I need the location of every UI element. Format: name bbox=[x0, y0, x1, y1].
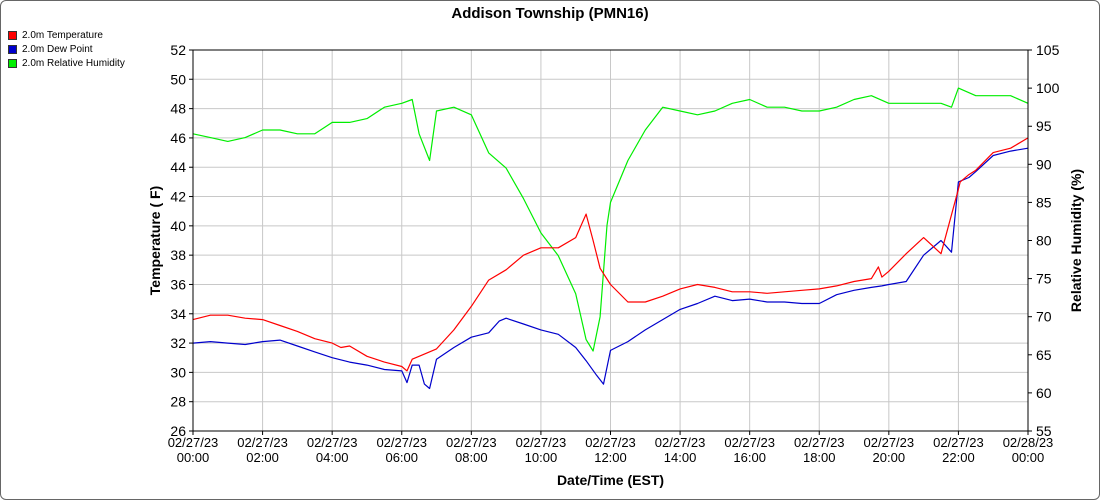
y2-tick-label: 80 bbox=[1036, 233, 1052, 249]
legend-label-relative-humidity: 2.0m Relative Humidity bbox=[22, 57, 125, 69]
y-tick-label: 46 bbox=[170, 130, 186, 146]
y-tick-label: 42 bbox=[170, 189, 186, 205]
y2-tick-label: 75 bbox=[1036, 271, 1052, 287]
legend-item-temperature: 2.0m Temperature bbox=[8, 28, 125, 42]
legend-swatch-dew-point bbox=[8, 44, 17, 54]
y2-tick-label: 105 bbox=[1036, 42, 1060, 58]
x-tick-date: 02/27/23 bbox=[724, 435, 775, 450]
y2-tick-label: 90 bbox=[1036, 156, 1052, 172]
legend-item-dew-point: 2.0m Dew Point bbox=[8, 42, 125, 56]
series-line-dew-point bbox=[192, 147, 1029, 390]
y-axis-label: Temperature ( F) bbox=[147, 186, 163, 295]
y-tick-label: 30 bbox=[170, 364, 186, 380]
x-tick-date: 02/27/23 bbox=[933, 435, 984, 450]
legend-swatch-temperature bbox=[8, 30, 17, 40]
legend-label-dew-point: 2.0m Dew Point bbox=[22, 43, 93, 55]
x-axis-label: Date/Time (EST) bbox=[557, 472, 664, 488]
y-tick-label: 52 bbox=[170, 42, 186, 58]
y2-axis-label: Relative Humidity (%) bbox=[1068, 169, 1084, 312]
x-tick-date: 02/27/23 bbox=[307, 435, 358, 450]
x-tick-date: 02/27/23 bbox=[376, 435, 427, 450]
y2-tick-label: 70 bbox=[1036, 309, 1052, 325]
x-tick-time: 12:00 bbox=[594, 450, 627, 465]
x-tick-time: 22:00 bbox=[942, 450, 975, 465]
y2-tick-label: 95 bbox=[1036, 118, 1052, 134]
x-tick-time: 00:00 bbox=[177, 450, 210, 465]
x-tick-time: 16:00 bbox=[733, 450, 766, 465]
x-tick-date: 02/27/23 bbox=[168, 435, 219, 450]
x-tick-time: 18:00 bbox=[803, 450, 836, 465]
y-tick-label: 40 bbox=[170, 218, 186, 234]
x-tick-time: 14:00 bbox=[664, 450, 697, 465]
x-tick-date: 02/27/23 bbox=[446, 435, 497, 450]
x-tick-date: 02/27/23 bbox=[516, 435, 567, 450]
y-tick-label: 34 bbox=[170, 306, 186, 322]
series-line-temperature bbox=[192, 137, 1029, 372]
axes: 26 28 30 32 34 36 38 40 42 44 46 48 50 52 55 60 65 70 75 80… bbox=[168, 42, 1060, 465]
x-tick-time: 06:00 bbox=[385, 450, 418, 465]
x-tick-date: 02/27/23 bbox=[794, 435, 845, 450]
series-layer bbox=[192, 87, 1029, 390]
y2-tick-label: 60 bbox=[1036, 385, 1052, 401]
y2-tick-label: 55 bbox=[1036, 423, 1052, 439]
x-tick-date: 02/27/23 bbox=[864, 435, 915, 450]
y-tick-label: 38 bbox=[170, 247, 186, 263]
chart-title: Addison Township (PMN16) bbox=[451, 5, 649, 22]
legend-item-relative-humidity: 2.0m Relative Humidity bbox=[8, 56, 125, 70]
series-line-relative-humidity bbox=[192, 87, 1029, 352]
x-tick-date: 02/27/23 bbox=[585, 435, 636, 450]
legend-label-temperature: 2.0m Temperature bbox=[22, 29, 103, 41]
x-tick-time: 00:00 bbox=[1012, 450, 1045, 465]
x-tick-time: 10:00 bbox=[525, 450, 558, 465]
y-tick-label: 48 bbox=[170, 101, 186, 117]
x-tick-time: 04:00 bbox=[316, 450, 349, 465]
y-tick-label: 36 bbox=[170, 276, 186, 292]
legend: 2.0m Temperature 2.0m Dew Point 2.0m Rel… bbox=[8, 28, 125, 70]
x-tick-time: 20:00 bbox=[873, 450, 906, 465]
grid bbox=[192, 49, 1029, 432]
y-tick-label: 26 bbox=[170, 423, 186, 439]
y-tick-label: 28 bbox=[170, 394, 186, 410]
legend-swatch-relative-humidity bbox=[8, 58, 17, 68]
x-tick-date: 02/28/23 bbox=[1003, 435, 1054, 450]
y-tick-label: 50 bbox=[170, 71, 186, 87]
y2-tick-label: 85 bbox=[1036, 194, 1052, 210]
x-tick-time: 02:00 bbox=[246, 450, 279, 465]
x-tick-time: 08:00 bbox=[455, 450, 488, 465]
y-tick-label: 44 bbox=[170, 159, 186, 175]
y2-tick-label: 65 bbox=[1036, 347, 1052, 363]
x-tick-date: 02/27/23 bbox=[237, 435, 288, 450]
y2-tick-label: 100 bbox=[1036, 80, 1060, 96]
y-tick-label: 32 bbox=[170, 335, 186, 351]
x-tick-date: 02/27/23 bbox=[655, 435, 706, 450]
